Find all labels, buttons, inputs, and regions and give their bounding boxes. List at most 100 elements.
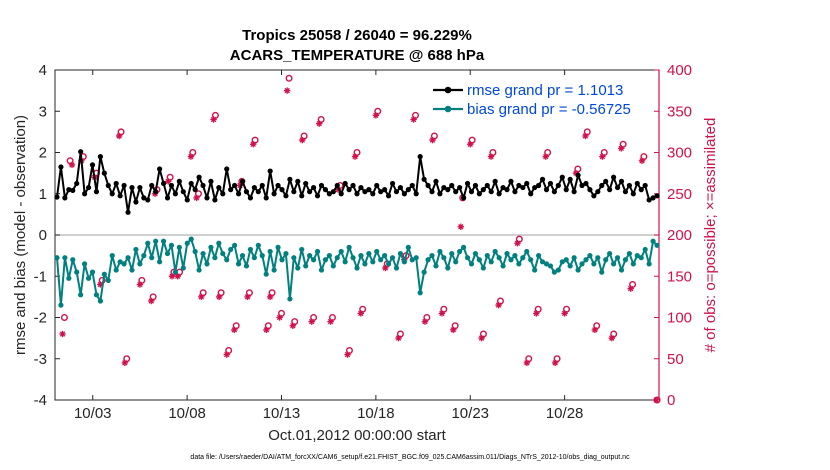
obs-assimilated-marker <box>410 116 417 123</box>
bias-point <box>70 257 76 263</box>
rmse-point <box>287 176 293 182</box>
bias-point <box>504 250 510 257</box>
bias-point <box>346 244 352 250</box>
obs-assimilated-stroke <box>309 318 315 325</box>
obs-assimilated-stroke <box>450 327 456 333</box>
bias-point <box>535 253 542 259</box>
obs-assimilated-marker <box>244 293 251 301</box>
rmse-point <box>354 191 360 197</box>
bias-point <box>216 240 222 246</box>
obs-assimilated-stroke <box>216 294 222 300</box>
chart-subtitle: ACARS_TEMPERATURE @ 688 hPa <box>230 47 485 64</box>
bias-point <box>520 255 526 261</box>
obs-assimilated-marker <box>495 301 502 309</box>
obs-assimilated-stroke <box>592 327 598 333</box>
bias-point <box>480 265 486 271</box>
obs-assimilated-marker <box>276 314 283 321</box>
bias-point <box>192 248 198 255</box>
rmse-point <box>591 193 597 199</box>
rmse-point <box>472 182 479 189</box>
bias-point <box>224 257 230 263</box>
obs-assimilated-marker <box>638 157 646 164</box>
bias-point <box>318 267 325 273</box>
y2-tick-label: 100 <box>667 310 692 327</box>
obs-assimilated-marker <box>263 326 270 334</box>
rmse-point <box>54 194 60 200</box>
obs-assimilated-marker <box>351 153 359 160</box>
rmse-point <box>172 191 179 197</box>
rmse-point <box>338 191 344 197</box>
bias-point <box>326 253 332 259</box>
rmse-point <box>279 187 285 193</box>
bias-point <box>235 261 242 267</box>
bias-point <box>603 257 609 263</box>
rmse-point <box>188 180 194 187</box>
rmse-point <box>571 189 577 195</box>
y-axis-label: rmse and bias (model - observation) <box>12 115 29 355</box>
obs-assimilated-marker <box>289 322 297 329</box>
obs-assimilated-stroke <box>599 153 606 160</box>
bias-point <box>622 257 629 263</box>
bias-point <box>129 267 135 273</box>
bias-point <box>358 253 364 259</box>
rmse-point <box>524 180 530 187</box>
bias-point <box>650 238 656 244</box>
rmse-point <box>251 184 257 191</box>
obs-assimilated-marker <box>187 153 195 160</box>
rmse-point <box>492 178 498 184</box>
rmse-point <box>453 189 459 195</box>
obs-assimilated-stroke <box>210 116 217 123</box>
bias-point <box>239 253 246 259</box>
bias-point <box>310 257 317 263</box>
bias-point <box>508 257 514 263</box>
rmse-point <box>330 189 336 195</box>
rmse-point <box>512 189 518 195</box>
bias-point <box>405 244 411 250</box>
bias-point <box>409 257 415 263</box>
bias-point <box>646 261 652 267</box>
rmse-point <box>314 193 321 199</box>
x-tick-label: 10/18 <box>357 405 395 422</box>
rmse-point <box>480 187 486 193</box>
rmse-point <box>109 191 115 197</box>
bias-point <box>255 242 261 248</box>
rmse-point <box>441 184 447 191</box>
bias-point <box>532 267 538 273</box>
bias-point <box>125 255 131 261</box>
bias-point <box>89 269 96 275</box>
bias-point <box>354 265 360 271</box>
rmse-point <box>247 195 254 201</box>
bias-point <box>145 240 151 246</box>
obs-assimilated-stroke <box>561 310 568 317</box>
bias-point <box>595 255 601 261</box>
obs-assimilated-stroke <box>198 294 204 300</box>
bias-point <box>232 242 238 248</box>
obs-assimilated-marker <box>542 153 549 160</box>
bias-point <box>54 255 60 261</box>
bias-point <box>271 267 277 273</box>
bias-point <box>500 263 506 269</box>
obs-assimilated-stroke <box>250 141 256 147</box>
bias-point <box>445 265 451 271</box>
obs-assimilated-stroke <box>543 153 549 160</box>
obs-assimilated-marker <box>168 273 176 280</box>
rmse-point <box>89 162 96 168</box>
rmse-point <box>409 182 415 189</box>
obs-assimilated-marker <box>561 310 568 317</box>
obs-assimilated-stroke <box>395 335 402 341</box>
rmse-point <box>646 197 652 203</box>
rmse-point <box>149 182 155 189</box>
bias-point <box>464 255 471 261</box>
bias-point <box>133 246 139 253</box>
bias-point <box>141 253 147 259</box>
bias-point <box>184 240 190 246</box>
obs-assimilated-marker <box>174 273 181 280</box>
obs-assimilated-stroke <box>488 153 494 160</box>
bias-point <box>437 248 443 255</box>
obs-assimilated-marker <box>382 264 389 272</box>
bias-point <box>350 255 356 261</box>
rmse-point <box>397 184 404 191</box>
bias-point <box>472 250 479 257</box>
rmse-point <box>283 193 289 199</box>
rmse-series <box>54 149 660 215</box>
